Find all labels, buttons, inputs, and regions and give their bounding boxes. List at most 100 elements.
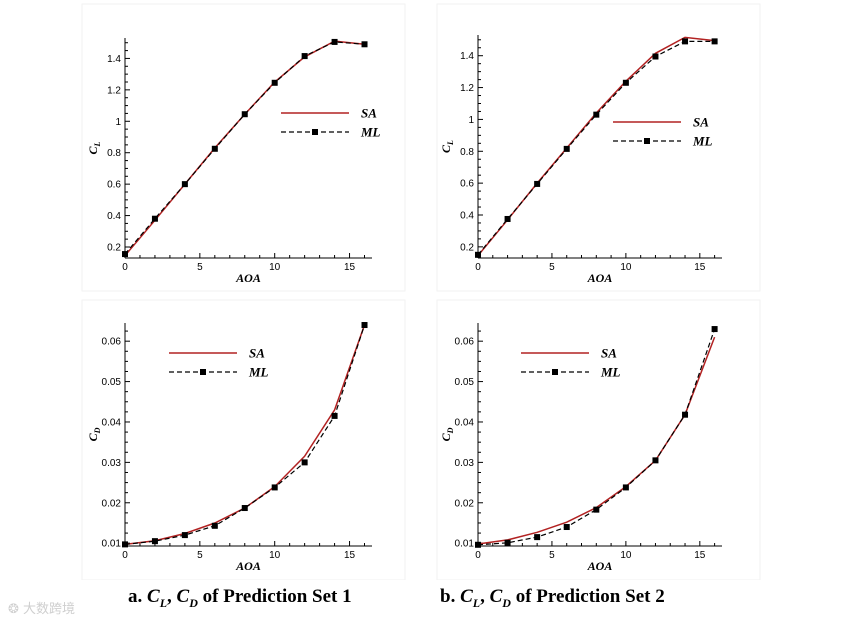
ml-data-point (682, 411, 689, 418)
ml-data-point (622, 484, 629, 491)
y-tick-label: 0.6 (460, 179, 474, 190)
legend-marker-ml (552, 369, 558, 375)
panel-background (436, 3, 761, 292)
y-tick-label: 0.6 (107, 180, 121, 191)
ml-data-point (301, 459, 308, 466)
x-tick-label: 10 (269, 262, 281, 273)
ml-data-point (151, 538, 158, 545)
panel-background (81, 299, 406, 580)
y-axis-title: CL (439, 140, 455, 153)
ml-data-point (504, 539, 511, 546)
y-tick-label: 1.2 (107, 85, 121, 96)
y-tick-label: 0.4 (460, 210, 474, 221)
y-axis-title-subscript: D (446, 427, 455, 434)
ml-data-point (361, 41, 368, 48)
ml-data-point (331, 38, 338, 45)
watermark-logo-icon: ❂ (8, 602, 19, 617)
y-axis-title-main: C (86, 432, 100, 441)
ml-data-point (652, 457, 659, 464)
legend-marker-ml (200, 369, 206, 375)
x-tick-label: 15 (694, 262, 706, 273)
y-tick-label: 0.2 (107, 243, 121, 254)
caption-sub-d: D (189, 595, 198, 610)
x-axis-title: AOA (235, 271, 261, 285)
x-tick-label: 15 (694, 550, 706, 561)
y-tick-label: 0.03 (455, 458, 475, 469)
caption-prediction-set-1: a. CL, CD of Prediction Set 1 (128, 586, 352, 611)
x-tick-label: 15 (344, 550, 356, 561)
y-tick-label: 0.2 (460, 242, 474, 253)
ml-data-point (181, 532, 188, 539)
y-tick-label: 0.02 (102, 498, 122, 509)
x-axis-title: AOA (587, 559, 613, 573)
series-line-ml (124, 324, 366, 545)
ml-data-point (593, 506, 600, 513)
x-tick-label: 5 (197, 550, 203, 561)
caption-var-cd: C (176, 586, 190, 607)
chart-panel-3: 0 5 10 15 0.01 0.02 0.03 0.04 0.05 0.06 AOA CD SA ML (81, 299, 406, 580)
y-tick-label: 0.04 (102, 417, 122, 428)
legend-marker-ml (644, 138, 650, 144)
x-tick-label: 0 (475, 262, 481, 273)
caption-separator: , (167, 586, 177, 607)
ml-data-point (211, 522, 218, 529)
ml-data-point (711, 326, 718, 333)
y-tick-label: 0.06 (102, 337, 122, 348)
ml-data-point (361, 322, 368, 329)
caption-prefix: b. (440, 586, 461, 607)
x-axis-title: AOA (587, 271, 613, 285)
legend-label-sa: SA (601, 346, 617, 361)
y-tick-label: 0.05 (102, 377, 122, 388)
x-tick-label: 5 (549, 262, 555, 273)
ml-data-point (475, 251, 481, 258)
ml-data-point (534, 534, 541, 541)
ml-data-point (331, 412, 338, 419)
y-tick-label: 0.8 (460, 147, 474, 158)
chart-panel-1: 0 5 10 15 0.2 0.4 0.6 0.8 1 1.2 1.4 AOA CL SA ML (81, 3, 406, 292)
ml-data-point (122, 251, 128, 258)
ml-data-point (652, 53, 659, 60)
chart-panel-4: 0 5 10 15 0.01 0.02 0.03 0.04 0.05 0.06 AOA CD SA ML (436, 299, 761, 580)
legend-label-sa: SA (693, 115, 709, 130)
ml-data-point (211, 145, 218, 152)
x-tick-label: 5 (549, 550, 555, 561)
x-tick-label: 5 (197, 262, 203, 273)
y-tick-label: 1 (468, 115, 474, 126)
x-tick-label: 10 (620, 550, 632, 561)
ml-data-point (122, 541, 128, 548)
caption-separator: , (480, 586, 490, 607)
y-axis-title: CD (439, 427, 455, 441)
caption-sub-l: L (472, 595, 481, 610)
legend-label-sa: SA (249, 346, 265, 361)
legend-label-ml: ML (360, 125, 381, 140)
ml-data-point (563, 524, 570, 531)
ml-data-point (181, 181, 188, 188)
ml-data-point (271, 79, 278, 86)
ml-data-point (504, 215, 511, 222)
y-axis-title: CL (86, 141, 102, 154)
ml-data-point (151, 215, 158, 222)
x-tick-label: 10 (269, 550, 281, 561)
x-tick-label: 15 (344, 262, 356, 273)
y-tick-label: 1.2 (460, 83, 474, 94)
y-axis-title-main: C (439, 432, 453, 441)
y-tick-label: 0.04 (455, 417, 475, 428)
y-tick-label: 1 (115, 117, 121, 128)
caption-var-cd: C (489, 586, 503, 607)
y-tick-label: 1.4 (460, 51, 474, 62)
caption-var-cl: C (147, 586, 160, 607)
legend-label-sa: SA (361, 106, 377, 121)
y-tick-label: 0.02 (455, 498, 475, 509)
ml-data-point (301, 53, 308, 60)
caption-prediction-set-2: b. CL, CD of Prediction Set 2 (440, 586, 665, 611)
y-tick-label: 1.4 (107, 54, 121, 65)
legend-label-ml: ML (600, 365, 621, 380)
y-axis-title-subscript: L (446, 140, 455, 146)
caption-suffix: of Prediction Set 1 (197, 586, 352, 607)
ml-data-point (534, 180, 541, 187)
ml-data-point (593, 111, 600, 118)
x-axis-title: AOA (235, 559, 261, 573)
y-tick-label: 0.03 (102, 458, 122, 469)
y-axis-title-subscript: D (93, 427, 102, 434)
x-tick-label: 0 (475, 550, 481, 561)
